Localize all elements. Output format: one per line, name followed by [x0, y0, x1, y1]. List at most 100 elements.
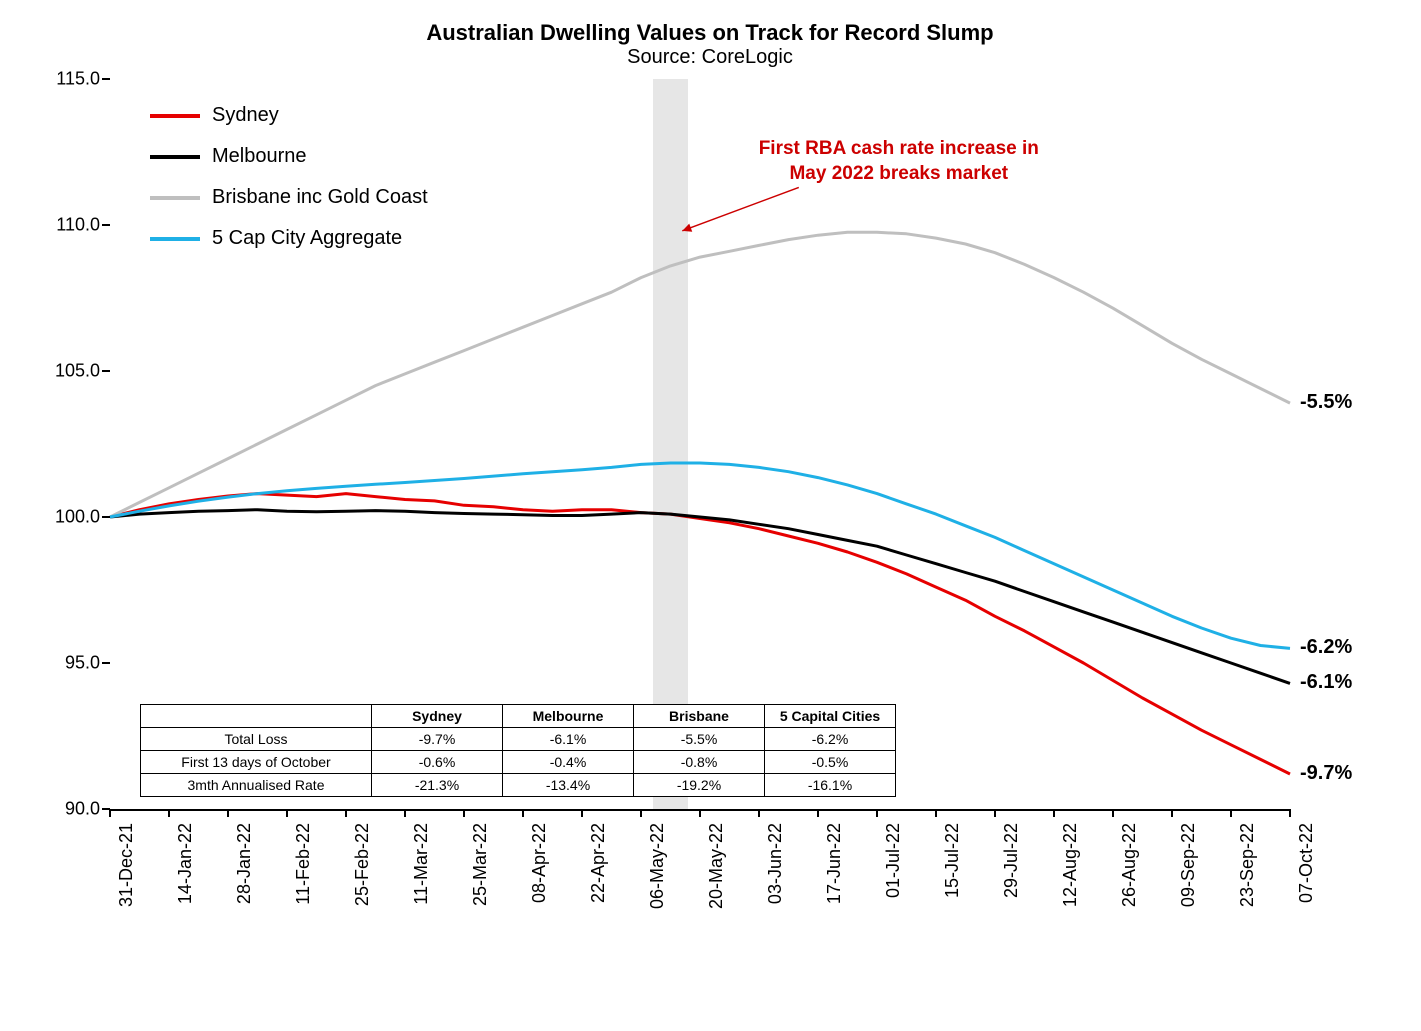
legend-item: Sydney: [150, 104, 428, 127]
x-tick: [404, 809, 406, 817]
series-end-label: -6.1%: [1300, 671, 1352, 694]
table-cell: -0.8%: [634, 751, 765, 774]
table-cell: First 13 days of October: [141, 751, 372, 774]
table-header-cell: Brisbane: [634, 705, 765, 728]
legend-item: Brisbane inc Gold Coast: [150, 186, 428, 209]
legend-swatch: [150, 237, 200, 241]
x-axis: 31-Dec-21 14-Jan-22 28-Jan-22 11-Feb-22 25-F…: [110, 809, 1290, 959]
legend-label: Sydney: [212, 104, 279, 127]
annotation-arrow: [682, 187, 799, 230]
table-cell: -21.3%: [372, 774, 503, 797]
annotation-text: First RBA cash rate increase inMay 2022 …: [739, 137, 1059, 186]
legend-item: 5 Cap City Aggregate: [150, 227, 428, 250]
x-tick-label: 12-Aug-22: [1060, 823, 1081, 907]
table-row: First 13 days of October-0.6%-0.4%-0.8%-…: [141, 751, 896, 774]
table-row: 3mth Annualised Rate-21.3%-13.4%-19.2%-1…: [141, 774, 896, 797]
legend-swatch: [150, 155, 200, 159]
series-line: [110, 232, 1290, 517]
y-tick-label: 90.0: [40, 799, 100, 820]
table-cell: -0.5%: [765, 751, 896, 774]
series-end-label: -5.5%: [1300, 391, 1352, 414]
y-tick: [102, 808, 110, 810]
legend-swatch: [150, 196, 200, 200]
x-tick-label: 25-Feb-22: [352, 823, 373, 906]
x-tick: [463, 809, 465, 817]
x-tick: [817, 809, 819, 817]
x-tick: [286, 809, 288, 817]
y-tick-label: 105.0: [40, 361, 100, 382]
table-row: Total Loss-9.7%-6.1%-5.5%-6.2%: [141, 728, 896, 751]
x-tick: [640, 809, 642, 817]
table-header-cell: Sydney: [372, 705, 503, 728]
x-tick: [1289, 809, 1291, 817]
table-cell: -0.4%: [503, 751, 634, 774]
x-tick-label: 22-Apr-22: [588, 823, 609, 903]
x-tick: [168, 809, 170, 817]
chart-subtitle: Source: CoreLogic: [20, 46, 1400, 69]
legend-swatch: [150, 114, 200, 118]
table-cell: Total Loss: [141, 728, 372, 751]
series-end-label: -9.7%: [1300, 762, 1352, 785]
x-tick: [935, 809, 937, 817]
x-tick-label: 15-Jul-22: [942, 823, 963, 898]
x-tick-label: 08-Apr-22: [529, 823, 550, 903]
x-tick-label: 31-Dec-21: [116, 823, 137, 907]
table-cell: -9.7%: [372, 728, 503, 751]
x-tick: [227, 809, 229, 817]
x-tick: [994, 809, 996, 817]
y-tick: [102, 662, 110, 664]
x-tick-label: 01-Jul-22: [883, 823, 904, 898]
x-tick-label: 29-Jul-22: [1001, 823, 1022, 898]
x-tick-label: 11-Feb-22: [293, 823, 314, 905]
legend-label: Melbourne: [212, 145, 307, 168]
y-tick: [102, 224, 110, 226]
series-end-label: -6.2%: [1300, 636, 1352, 659]
x-tick: [1230, 809, 1232, 817]
legend-label: Brisbane inc Gold Coast: [212, 186, 428, 209]
x-tick-label: 17-Jun-22: [824, 823, 845, 904]
table-cell: -19.2%: [634, 774, 765, 797]
x-tick: [876, 809, 878, 817]
x-tick: [1053, 809, 1055, 817]
y-axis: 90.095.0100.0105.0110.0115.0: [40, 79, 100, 809]
y-tick-label: 95.0: [40, 653, 100, 674]
y-tick-label: 110.0: [40, 215, 100, 236]
table-cell: -13.4%: [503, 774, 634, 797]
table-cell: 3mth Annualised Rate: [141, 774, 372, 797]
table-header-cell: Melbourne: [503, 705, 634, 728]
y-tick-label: 115.0: [40, 69, 100, 90]
table-cell: -0.6%: [372, 751, 503, 774]
x-tick: [1171, 809, 1173, 817]
x-tick-label: 06-May-22: [647, 823, 668, 909]
summary-table: SydneyMelbourneBrisbane5 Capital CitiesT…: [140, 704, 896, 797]
x-tick-label: 20-May-22: [706, 823, 727, 909]
table-header-cell: [141, 705, 372, 728]
x-tick-label: 03-Jun-22: [765, 823, 786, 904]
x-tick: [109, 809, 111, 817]
x-tick: [345, 809, 347, 817]
chart-title: Australian Dwelling Values on Track for …: [20, 20, 1400, 46]
x-tick-label: 07-Oct-22: [1296, 823, 1317, 903]
y-tick: [102, 78, 110, 80]
legend-label: 5 Cap City Aggregate: [212, 227, 402, 250]
x-tick: [699, 809, 701, 817]
x-tick-label: 14-Jan-22: [175, 823, 196, 904]
legend-item: Melbourne: [150, 145, 428, 168]
table-cell: -6.1%: [503, 728, 634, 751]
x-tick-label: 11-Mar-22: [411, 823, 432, 905]
x-tick-label: 26-Aug-22: [1119, 823, 1140, 907]
legend: Sydney Melbourne Brisbane inc Gold Coast 5 …: [150, 104, 428, 268]
series-line: [110, 510, 1290, 684]
x-tick-label: 23-Sep-22: [1237, 823, 1258, 907]
y-tick: [102, 516, 110, 518]
x-tick: [1112, 809, 1114, 817]
y-tick: [102, 370, 110, 372]
plot-area: 90.095.0100.0105.0110.0115.0 SydneyMelbo…: [110, 79, 1290, 811]
y-tick-label: 100.0: [40, 507, 100, 528]
x-tick-label: 28-Jan-22: [234, 823, 255, 904]
table-cell: -16.1%: [765, 774, 896, 797]
x-tick: [758, 809, 760, 817]
chart-container: Australian Dwelling Values on Track for …: [20, 20, 1400, 1010]
x-tick: [581, 809, 583, 817]
table-header-cell: 5 Capital Cities: [765, 705, 896, 728]
